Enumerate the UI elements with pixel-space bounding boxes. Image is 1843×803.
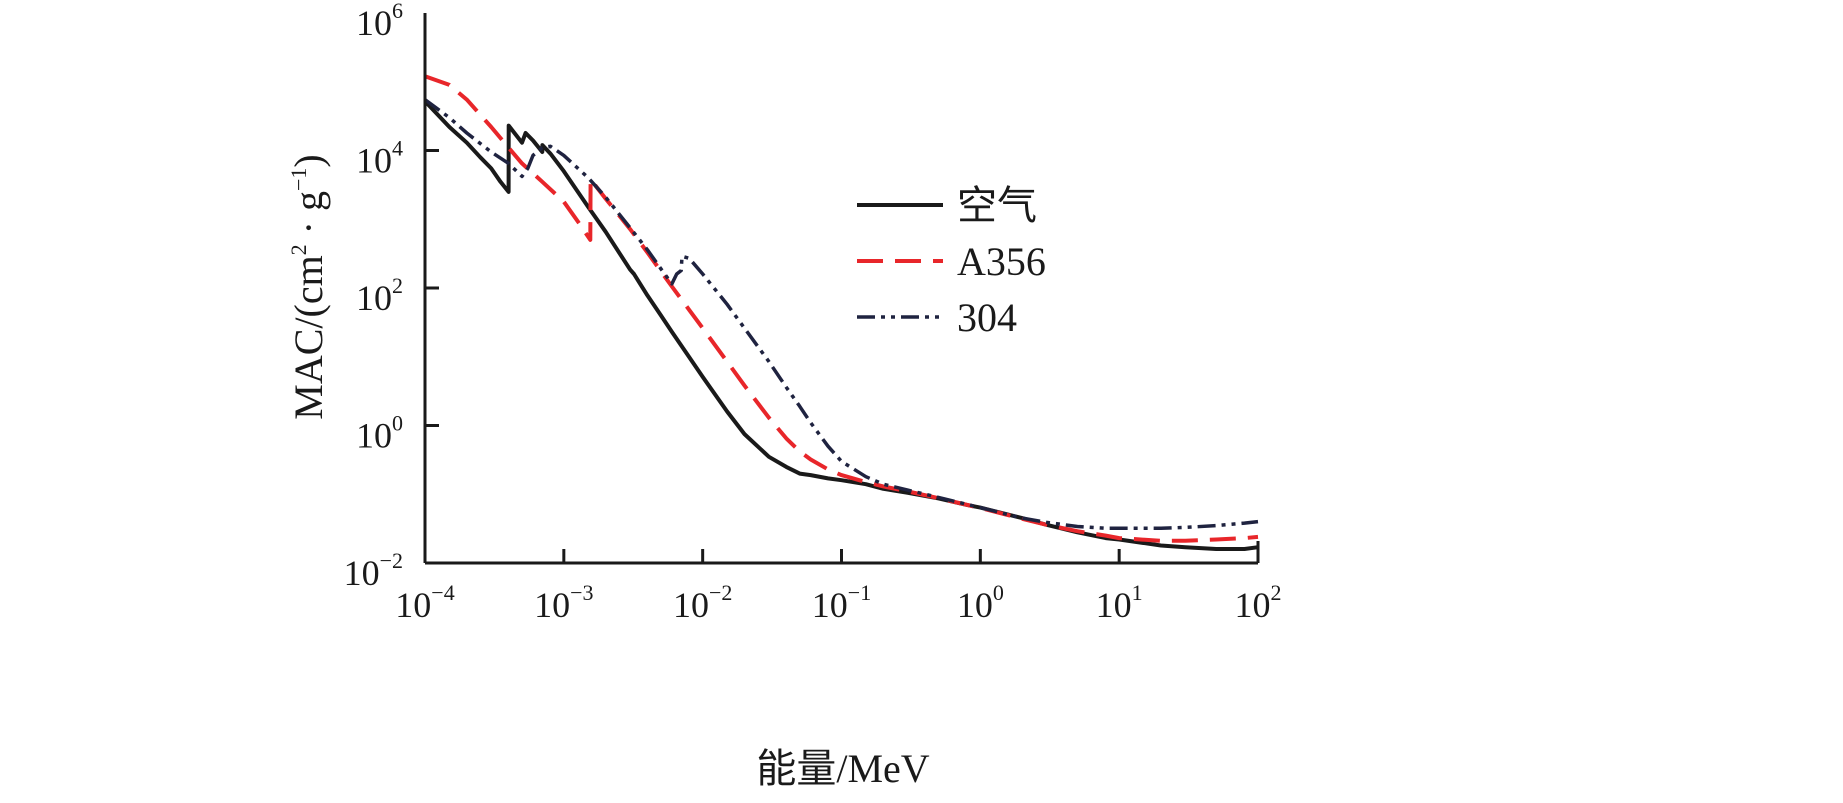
- series-line-2: [424, 74, 1259, 543]
- x-tick-label: 101: [1096, 580, 1143, 625]
- y-axis-label-main: MAC/(cm: [286, 255, 331, 419]
- y-axis-label-sup1: 2: [286, 244, 311, 255]
- y-tick-label: 10−2: [344, 548, 403, 593]
- y-axis-label-sup2: −1: [286, 168, 311, 191]
- legend-label-3: 304: [957, 295, 1017, 340]
- legend-label-1: 空气: [957, 183, 1037, 228]
- y-axis-label: MAC/(cm2 · g−1): [286, 154, 331, 420]
- legend: 空气 A356 304: [857, 183, 1046, 340]
- tick-label-layer: 10−4 10−3 10−2 10−1 100 101 102 10−2 100 102 104 10…: [344, 0, 1282, 625]
- x-tick-label: 10−4: [395, 580, 454, 625]
- y-tick-label: 104: [356, 136, 403, 181]
- x-tick-label: 10−3: [534, 580, 593, 625]
- y-tick-label: 106: [356, 0, 403, 43]
- x-tick-label: 10−1: [812, 580, 871, 625]
- x-tick-label: 10−2: [673, 580, 732, 625]
- y-tick-label: 102: [356, 273, 403, 318]
- plot-area: [423, 13, 1260, 565]
- y-tick-label: 100: [356, 411, 403, 456]
- series-line-1: [423, 99, 1259, 551]
- legend-label-2: A356: [957, 239, 1046, 284]
- y-axis-label-end: ): [286, 154, 331, 167]
- series-line-3: [423, 98, 1259, 531]
- x-axis-label: 能量/MeV: [756, 746, 929, 791]
- series-layer: [423, 74, 1259, 551]
- y-axis-label-mid: · g: [286, 191, 331, 244]
- axes-layer: [423, 13, 1260, 565]
- x-tick-label: 102: [1235, 580, 1282, 625]
- x-tick-label: 100: [957, 580, 1004, 625]
